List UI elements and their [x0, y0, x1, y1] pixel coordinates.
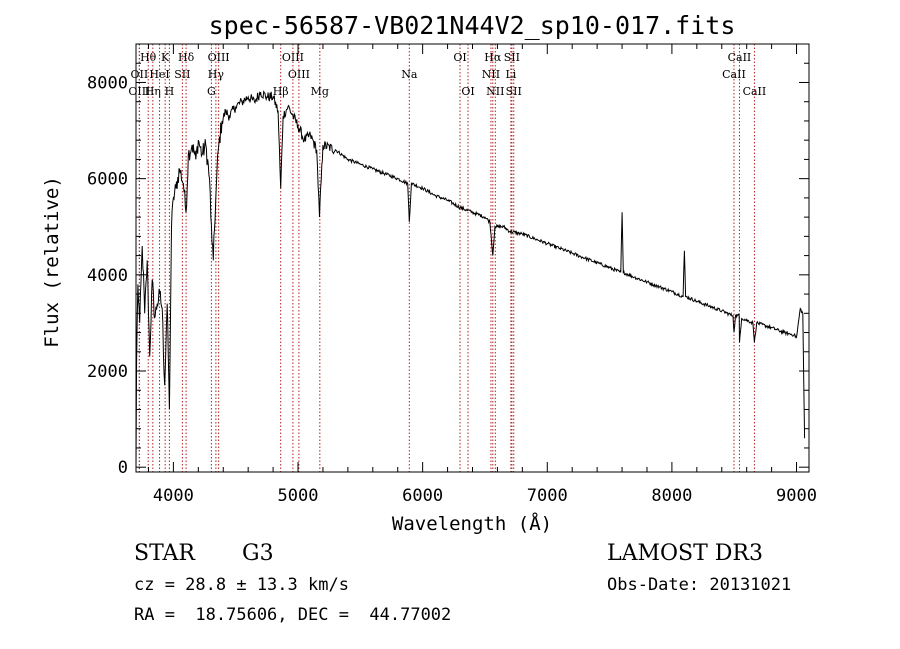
line-label-7: H	[165, 85, 175, 98]
y-axis-label: Flux (relative)	[41, 176, 63, 348]
coordinates: RA = 18.75606, DEC = 44.77002	[134, 605, 451, 625]
x-axis-label: Wavelength (Å)	[392, 512, 552, 535]
line-label-16: Na	[401, 68, 418, 81]
line-label-18: OI	[461, 85, 474, 98]
spectrum-line	[135, 90, 806, 468]
line-label-4: Hη	[145, 85, 161, 98]
line-label-24: SII	[506, 85, 522, 98]
line-label-15: Mg	[311, 85, 329, 98]
line-label-22: SII	[504, 51, 520, 64]
x-tick-label-5000: 5000	[278, 486, 319, 506]
plot-frame	[135, 43, 810, 473]
line-label-9: OIII	[208, 51, 230, 64]
y-tick-label-6000: 6000	[87, 170, 128, 190]
line-label-21: NII	[486, 85, 504, 98]
line-label-17: OI	[453, 51, 466, 64]
x-tick-label-7000: 7000	[527, 486, 568, 506]
chart-title: spec-56587-VB021N44V2_sp10-017.fits	[209, 11, 736, 40]
line-label-14: OIII	[288, 68, 310, 81]
line-label-13: OIII	[282, 51, 304, 64]
y-tick-label-0: 0	[118, 458, 128, 478]
line-label-26: CaII	[722, 68, 746, 81]
x-tick-label-4000: 4000	[153, 486, 194, 506]
x-axis: 4000 5000 6000 7000 8000 9000	[147, 44, 817, 506]
line-label-19: Hα	[484, 51, 502, 64]
line-label-6: SII	[174, 68, 190, 81]
line-label-11: G	[207, 85, 216, 98]
redshift-text: cz = 28.8 ± 13.3 km/s	[134, 575, 349, 595]
line-label-1: OII	[131, 68, 149, 81]
line-label-8: Hδ	[178, 51, 195, 64]
line-label-25: CaII	[728, 51, 752, 64]
line-label-2: OIII	[128, 85, 150, 98]
y-axis: 0 2000 4000 6000 8000	[87, 43, 809, 478]
y-tick-label-2000: 2000	[87, 362, 128, 382]
y-tick-label-8000: 8000	[87, 73, 128, 93]
line-label-12: Hβ	[273, 85, 289, 98]
line-label-27: CaII	[743, 85, 767, 98]
survey-name: LAMOST DR3	[607, 541, 763, 566]
line-label-20: NII	[482, 68, 500, 81]
y-tick-label-4000: 4000	[87, 266, 128, 286]
x-tick-label-8000: 8000	[651, 486, 692, 506]
line-label-5: HeI	[149, 68, 169, 81]
line-label-23: Li	[505, 68, 516, 81]
object-class: STAR	[134, 541, 196, 566]
line-label-10: Hγ	[208, 68, 225, 81]
line-label-0: Hθ	[140, 51, 157, 64]
obs-date: Obs-Date: 20131021	[607, 575, 791, 595]
x-tick-label-9000: 9000	[776, 486, 817, 506]
subclass: G3	[242, 541, 274, 566]
x-tick-label-6000: 6000	[402, 486, 443, 506]
spectral-line-markers	[138, 44, 755, 472]
line-label-3: K	[161, 51, 170, 64]
